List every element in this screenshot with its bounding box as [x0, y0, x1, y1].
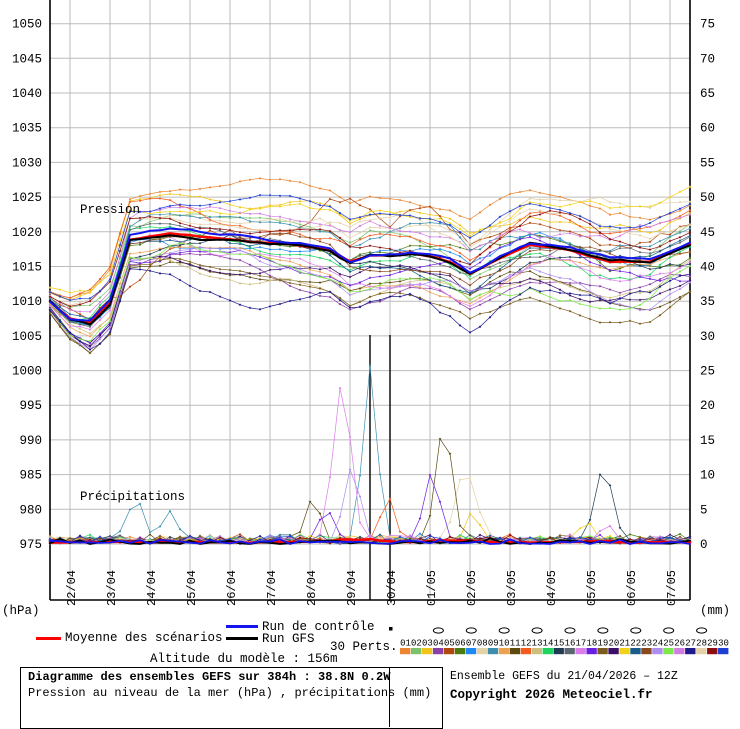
svg-text:55: 55 — [700, 156, 715, 170]
svg-text:26: 26 — [674, 639, 685, 649]
svg-text:30: 30 — [718, 639, 729, 649]
svg-text:1010: 1010 — [12, 295, 42, 309]
svg-text:22/04: 22/04 — [65, 570, 79, 606]
svg-text:1050: 1050 — [12, 18, 42, 32]
svg-text:02: 02 — [411, 639, 422, 649]
svg-text:02/05: 02/05 — [465, 570, 479, 606]
svg-text:29: 29 — [707, 639, 718, 649]
svg-text:18: 18 — [587, 639, 598, 649]
svg-text:13: 13 — [532, 639, 543, 649]
svg-text:(mm): (mm) — [700, 604, 730, 618]
svg-text:11: 11 — [510, 639, 521, 649]
svg-text:05/05: 05/05 — [585, 570, 599, 606]
svg-text:995: 995 — [19, 399, 42, 413]
svg-text:09: 09 — [488, 639, 499, 649]
svg-text:14: 14 — [543, 639, 554, 649]
svg-text:(hPa): (hPa) — [2, 604, 40, 618]
svg-text:21: 21 — [619, 639, 630, 649]
svg-text:1035: 1035 — [12, 122, 42, 136]
svg-text:23/04: 23/04 — [105, 570, 119, 606]
svg-text:990: 990 — [19, 434, 42, 448]
svg-text:27/04: 27/04 — [265, 570, 279, 606]
svg-text:28: 28 — [696, 639, 707, 649]
svg-text:24/04: 24/04 — [145, 570, 159, 606]
svg-text:06/05: 06/05 — [625, 570, 639, 606]
svg-text:27: 27 — [685, 639, 696, 649]
svg-text:1025: 1025 — [12, 191, 42, 205]
svg-text:1030: 1030 — [12, 156, 42, 170]
svg-text:0: 0 — [700, 538, 708, 552]
svg-text:06: 06 — [455, 639, 466, 649]
svg-text:25: 25 — [663, 639, 674, 649]
svg-text:10: 10 — [499, 639, 510, 649]
svg-text:04: 04 — [433, 639, 444, 649]
svg-text:19: 19 — [597, 639, 608, 649]
svg-text:01: 01 — [400, 639, 411, 649]
svg-text:03: 03 — [422, 639, 433, 649]
svg-text:980: 980 — [19, 503, 42, 517]
svg-text:75: 75 — [700, 18, 715, 32]
svg-text:29/04: 29/04 — [345, 570, 359, 606]
svg-text:07/05: 07/05 — [665, 570, 679, 606]
svg-text:5: 5 — [700, 503, 708, 517]
svg-text:22: 22 — [630, 639, 641, 649]
svg-text:975: 975 — [19, 538, 42, 552]
svg-text:23: 23 — [641, 639, 652, 649]
svg-text:30: 30 — [700, 330, 715, 344]
svg-text:12: 12 — [521, 639, 532, 649]
svg-text:01/05: 01/05 — [425, 570, 439, 606]
svg-text:25/04: 25/04 — [185, 570, 199, 606]
svg-text:1040: 1040 — [12, 87, 42, 101]
svg-text:70: 70 — [700, 52, 715, 66]
svg-text:50: 50 — [700, 191, 715, 205]
svg-text:16: 16 — [565, 639, 576, 649]
svg-text:65: 65 — [700, 87, 715, 101]
svg-text:35: 35 — [700, 295, 715, 309]
svg-text:30/04: 30/04 — [385, 570, 399, 606]
svg-text:28/04: 28/04 — [305, 570, 319, 606]
svg-text:03/05: 03/05 — [505, 570, 519, 606]
svg-text:985: 985 — [19, 469, 42, 483]
svg-text:1045: 1045 — [12, 52, 42, 66]
svg-text:20: 20 — [700, 399, 715, 413]
svg-text:40: 40 — [700, 261, 715, 275]
svg-text:10: 10 — [700, 469, 715, 483]
svg-text:15: 15 — [700, 434, 715, 448]
svg-text:17: 17 — [576, 639, 587, 649]
svg-text:20: 20 — [608, 639, 619, 649]
svg-text:1020: 1020 — [12, 226, 42, 240]
svg-text:Précipitations: Précipitations — [80, 490, 185, 504]
svg-text:08: 08 — [477, 639, 488, 649]
svg-text:24: 24 — [652, 639, 663, 649]
svg-text:1015: 1015 — [12, 261, 42, 275]
svg-text:60: 60 — [700, 122, 715, 136]
svg-text:1005: 1005 — [12, 330, 42, 344]
svg-text:25: 25 — [700, 365, 715, 379]
svg-text:07: 07 — [466, 639, 477, 649]
svg-text:04/05: 04/05 — [545, 570, 559, 606]
svg-text:05: 05 — [444, 639, 455, 649]
svg-text:1000: 1000 — [12, 365, 42, 379]
svg-text:Pression: Pression — [80, 203, 140, 217]
svg-text:15: 15 — [554, 639, 565, 649]
svg-text:26/04: 26/04 — [225, 570, 239, 606]
svg-text:45: 45 — [700, 226, 715, 240]
